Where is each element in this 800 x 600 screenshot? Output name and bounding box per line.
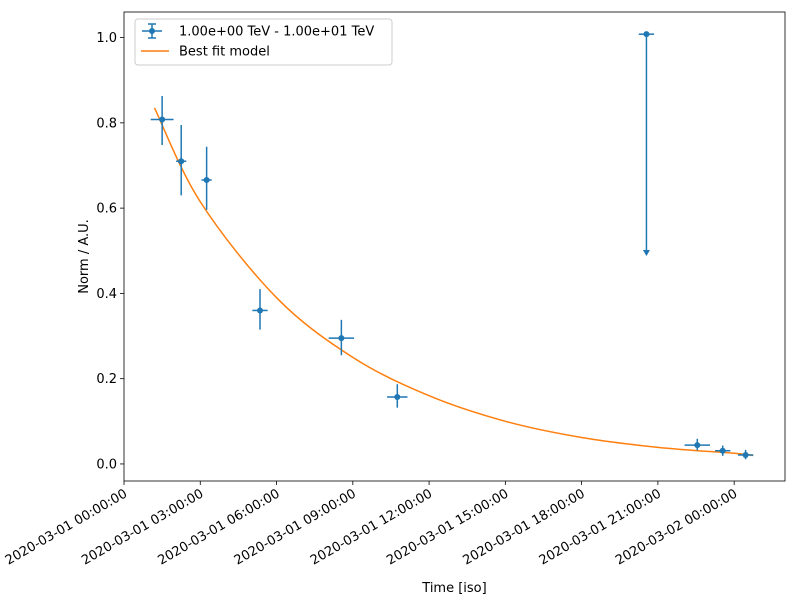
y-tick-label: 0.2 bbox=[96, 372, 117, 387]
flux-point bbox=[715, 445, 731, 456]
legend-marker bbox=[149, 28, 155, 34]
flux-point-marker bbox=[338, 335, 345, 342]
y-axis-label: Norm / A.U. bbox=[77, 219, 92, 294]
flux-point bbox=[150, 95, 174, 146]
plot-area bbox=[123, 11, 786, 482]
flux-point bbox=[252, 289, 268, 330]
flux-point bbox=[684, 438, 711, 451]
flux-point-marker bbox=[203, 176, 210, 183]
flux-point bbox=[176, 124, 187, 196]
y-tick-label: 0.6 bbox=[96, 202, 117, 217]
legend-errorbar-marker bbox=[142, 23, 162, 39]
flux-point bbox=[328, 319, 355, 356]
x-axis-label: Time [iso] bbox=[421, 581, 486, 596]
best-fit-line bbox=[153, 107, 754, 457]
flux-point-marker bbox=[178, 158, 185, 165]
flux-point-marker bbox=[257, 307, 264, 314]
flux-point-marker bbox=[694, 442, 701, 449]
y-tick-label: 0.4 bbox=[96, 287, 117, 302]
flux-point bbox=[201, 146, 212, 210]
flux-point-marker bbox=[719, 447, 726, 454]
y-tick-label: 0.0 bbox=[96, 457, 117, 472]
flux-point-marker bbox=[159, 116, 166, 123]
legend-entry-best-fit: Best fit model bbox=[179, 45, 270, 60]
arrow-head-icon bbox=[642, 250, 650, 257]
upper-limit bbox=[638, 31, 655, 257]
flux-point bbox=[387, 384, 408, 408]
flux-point bbox=[737, 449, 754, 460]
flux-point-marker bbox=[643, 31, 650, 38]
legend-box bbox=[134, 18, 393, 66]
legend-entry-flux-points: 1.00e+00 TeV - 1.00e+01 TeV bbox=[179, 25, 374, 40]
fit-layer bbox=[153, 107, 754, 457]
flux-point-marker bbox=[742, 451, 749, 458]
y-axis: 0.0 0.2 0.4 0.6 0.8 1.0 bbox=[96, 31, 124, 472]
points-layer bbox=[150, 31, 754, 460]
y-tick-label: 1.0 bbox=[96, 31, 117, 46]
flux-point-marker bbox=[394, 394, 401, 401]
y-tick-label: 0.8 bbox=[96, 116, 117, 131]
legend: 1.00e+00 TeV - 1.00e+01 TeV Best fit mod… bbox=[134, 18, 393, 66]
